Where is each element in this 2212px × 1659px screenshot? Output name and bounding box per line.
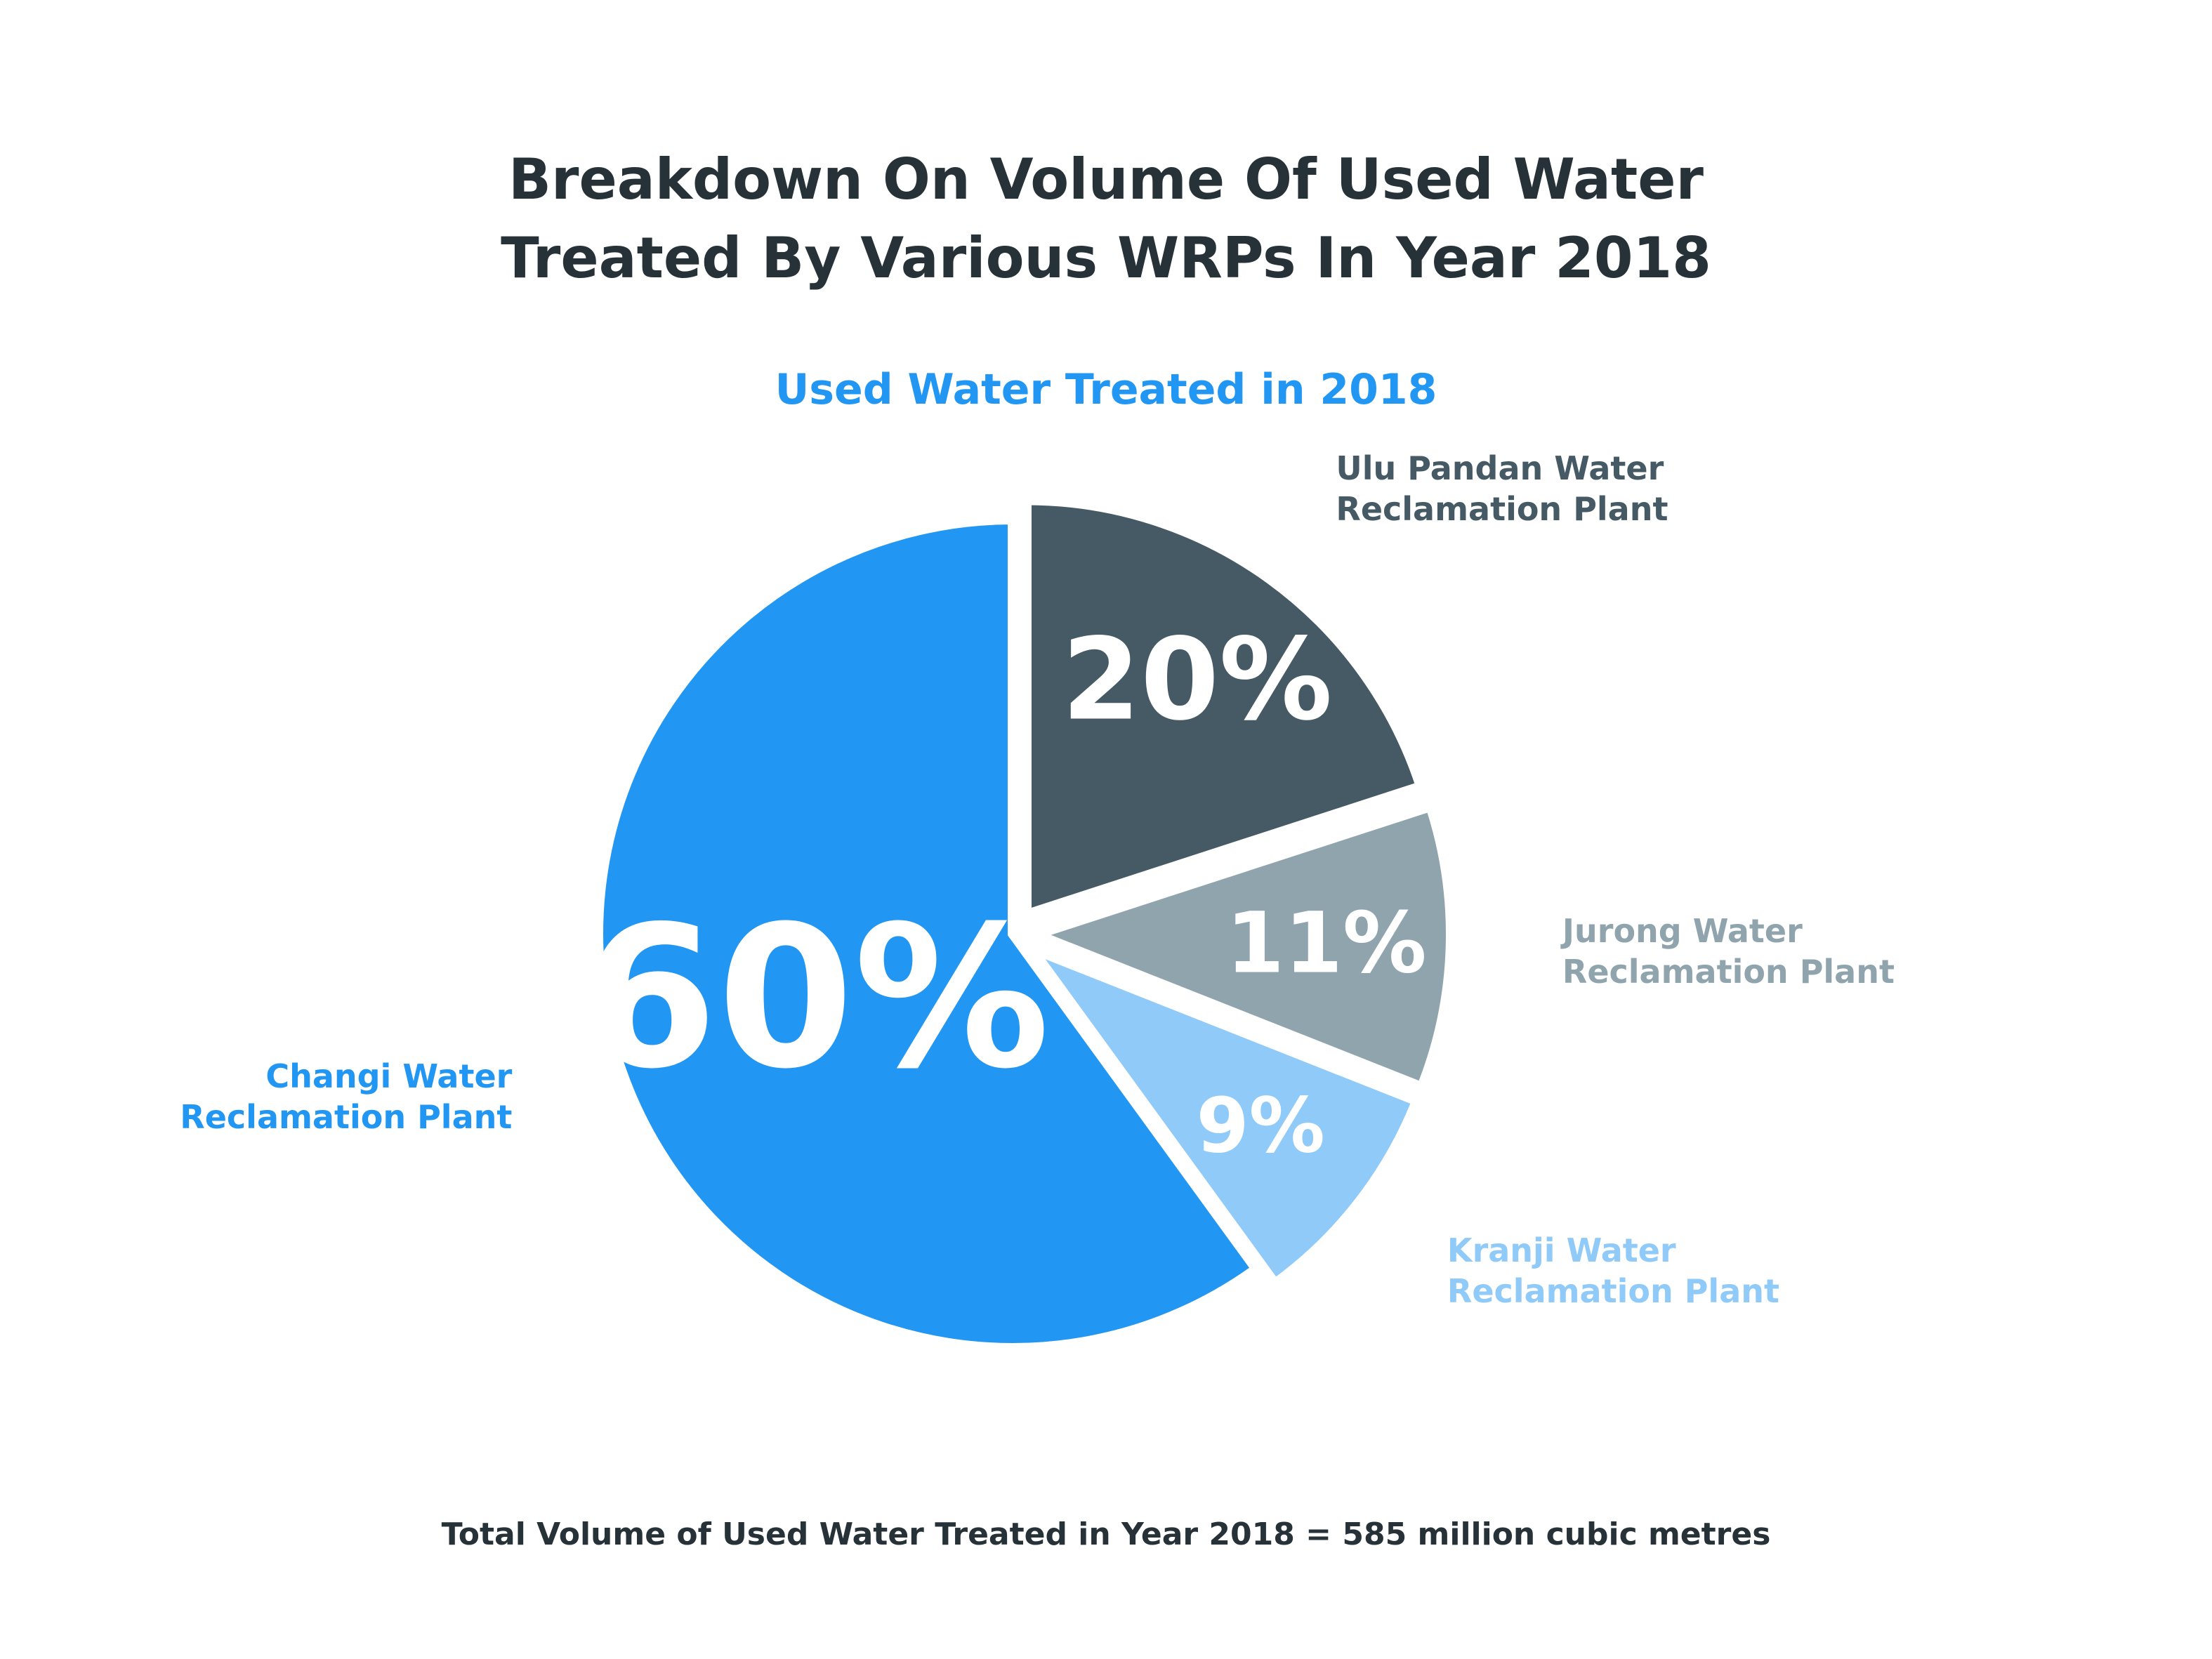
legend-label: Kranji Water Reclamation Plant: [1447, 1231, 1779, 1311]
legend-label: Ulu Pandan Water Reclamation Plant: [1336, 449, 1668, 529]
footnote: Total Volume of Used Water Treated in Ye…: [441, 1516, 1771, 1552]
legend-label: Jurong Water Reclamation Plant: [1562, 911, 1895, 991]
pie-slice: [1021, 495, 1427, 922]
data-label: 9%: [1196, 1082, 1325, 1170]
data-label: 20%: [1062, 614, 1333, 746]
chart-title: Breakdown On Volume Of Used Water Treate…: [501, 147, 1711, 291]
data-label: 11%: [1225, 894, 1427, 993]
legend-label: Changi Water Reclamation Plant: [180, 1057, 513, 1136]
data-label: 60%: [581, 883, 1051, 1112]
pie-slice: [1022, 800, 1456, 1094]
pie-slice: [1018, 937, 1423, 1290]
pie-slice: [593, 514, 1263, 1353]
chart-subtitle: Used Water Treated in 2018: [775, 365, 1437, 414]
